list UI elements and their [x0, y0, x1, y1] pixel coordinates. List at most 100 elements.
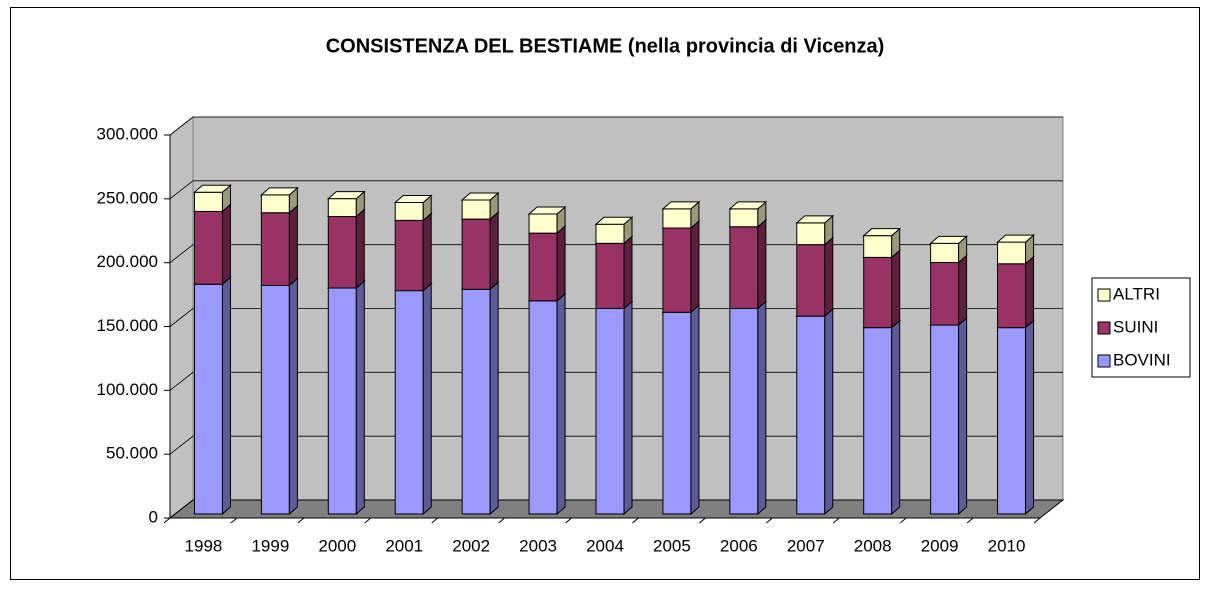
x-tick-label: 2005 [653, 536, 691, 555]
bar [528, 300, 558, 515]
bar-side [824, 236, 834, 318]
x-tick [832, 517, 840, 524]
x-tick-label: 2006 [720, 536, 758, 555]
bar-side [288, 277, 298, 516]
x-tick [364, 517, 372, 524]
bar [662, 208, 692, 229]
bar-side [958, 316, 968, 516]
legend-label: ALTRI [1113, 284, 1160, 303]
x-tick-label: 2002 [452, 536, 490, 555]
bar [327, 287, 357, 515]
x-tick-label: 2007 [787, 536, 825, 555]
bar [528, 232, 558, 302]
x-tick-label: 2004 [586, 536, 624, 555]
bar-top [795, 215, 835, 224]
bar-top [193, 184, 232, 193]
bar [327, 216, 357, 289]
bar [260, 212, 290, 286]
bar [863, 327, 893, 515]
bar-top [460, 192, 500, 201]
x-tick [498, 517, 505, 524]
bar [729, 208, 759, 228]
grid-line [169, 116, 1063, 136]
bar [863, 235, 893, 258]
bar [930, 324, 960, 515]
bar-side [623, 300, 633, 516]
bar [863, 256, 893, 329]
bar [930, 261, 960, 326]
bar [394, 290, 424, 515]
bar-top [393, 194, 433, 203]
x-tick-label: 2001 [385, 536, 423, 555]
grid-line [169, 499, 1063, 519]
y-tick-label: 50.000 [106, 444, 158, 463]
bar-side [623, 235, 633, 310]
bar [930, 242, 960, 263]
bar [461, 199, 491, 220]
bar-top [527, 206, 567, 215]
bar [327, 198, 357, 218]
bar [595, 307, 625, 515]
bar-top [594, 216, 634, 225]
x-tick [966, 517, 974, 524]
bar-side [489, 210, 499, 291]
x-tick [297, 517, 305, 524]
bar [394, 201, 424, 221]
bar-side [355, 279, 365, 516]
bar [193, 283, 223, 515]
grid-line [169, 371, 1063, 391]
bar-side [690, 304, 700, 516]
grid-line [169, 244, 1063, 263]
bar-side [891, 319, 901, 516]
bar [193, 191, 223, 212]
bar [193, 210, 223, 285]
grid-line [169, 435, 1063, 455]
x-tick [699, 517, 706, 524]
bar-side [288, 204, 298, 287]
y-tick-label: 150.000 [97, 316, 158, 335]
y-tick-label: 0 [149, 507, 158, 526]
bar-side [556, 292, 566, 516]
bar [528, 213, 558, 234]
bar [394, 219, 424, 292]
chart-title: CONSISTENZA DEL BESTIAME (nella provinci… [326, 35, 885, 57]
bar-side [556, 225, 566, 302]
bar-top [326, 191, 366, 200]
x-tick [431, 517, 439, 524]
bar [796, 315, 826, 515]
bar-top [260, 187, 299, 196]
bar [729, 307, 759, 515]
y-tick-label: 250.000 [97, 188, 158, 207]
bar [997, 327, 1027, 515]
bar-side [690, 219, 700, 314]
bar-side [355, 208, 365, 290]
bar-side [1025, 319, 1035, 516]
bar-top [862, 228, 902, 237]
bar [796, 244, 826, 317]
y-tick-label: 100.000 [97, 380, 158, 399]
bar-side [958, 254, 968, 327]
bar-side [891, 249, 901, 329]
bar-side [757, 300, 767, 516]
bar [662, 311, 692, 515]
x-tick-label: 1998 [185, 536, 223, 555]
bar [729, 226, 759, 309]
x-tick-label: 2009 [921, 536, 959, 555]
bar-side [489, 281, 499, 516]
legend-swatch [1097, 288, 1111, 302]
bar [461, 288, 491, 515]
bar-side [221, 276, 231, 516]
y-tick-label: 300.000 [97, 124, 158, 143]
x-tick-label: 2010 [988, 536, 1026, 555]
legend-swatch [1097, 354, 1111, 368]
x-tick [230, 517, 238, 524]
bar-top [728, 201, 768, 210]
bar-top [996, 234, 1035, 243]
x-tick-label: 2000 [318, 536, 356, 555]
bar [997, 263, 1027, 329]
x-tick [163, 517, 171, 524]
grid-line [169, 308, 1063, 327]
x-tick [565, 517, 572, 524]
